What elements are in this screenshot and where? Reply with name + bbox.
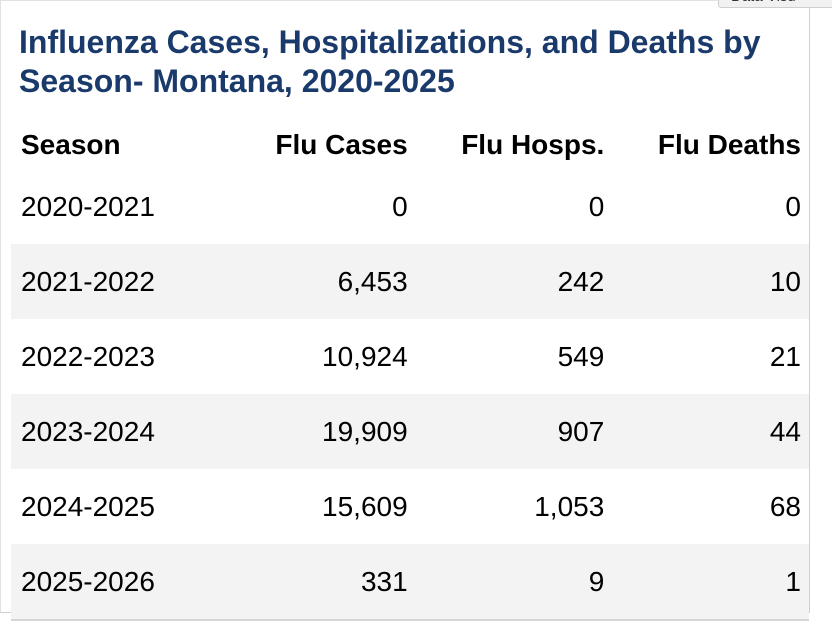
flu-deaths-cell: 0 bbox=[785, 190, 801, 222]
table-title: Influenza Cases, Hospitalizations, and D… bbox=[19, 24, 761, 99]
flu-deaths-cell: 44 bbox=[612, 394, 809, 469]
flu-hosps-cell: 9 bbox=[415, 544, 613, 621]
season-cell: 2024-2025 bbox=[21, 490, 155, 522]
flu-cases-cell: 10,924 bbox=[322, 340, 408, 372]
header-season[interactable]: Season bbox=[21, 129, 121, 160]
flu-hosps-cell: 1,053 bbox=[534, 490, 605, 522]
data-visualization-tab[interactable]: Data Visu bbox=[718, 0, 832, 8]
season-cell: 2023-2024 bbox=[11, 394, 219, 469]
flu-deaths-cell: 21 bbox=[769, 340, 801, 372]
table-row: 2020-2021 0 0 0 bbox=[11, 169, 809, 244]
header-flu-deaths[interactable]: Flu Deaths bbox=[657, 129, 801, 160]
season-cell: 2020-2021 bbox=[21, 190, 155, 222]
season-cell: 2022-2023 bbox=[21, 340, 155, 372]
table-row: 2024-2025 15,609 1,053 68 bbox=[11, 469, 809, 544]
table-row: 2023-2024 19,909 907 44 bbox=[11, 394, 809, 469]
flu-deaths-cell: 68 bbox=[769, 490, 801, 522]
season-cell: 2021-2022 bbox=[11, 244, 219, 319]
flu-hosps-cell: 0 bbox=[588, 190, 605, 222]
flu-cases-cell: 6,453 bbox=[219, 244, 416, 319]
season-cell: 2025-2026 bbox=[11, 544, 219, 621]
flu-cases-cell: 19,909 bbox=[219, 394, 416, 469]
header-flu-hosps[interactable]: Flu Hosps. bbox=[461, 129, 605, 160]
table-row: 2022-2023 10,924 549 21 bbox=[11, 319, 809, 394]
flu-hosps-cell: 907 bbox=[415, 394, 613, 469]
header-flu-cases[interactable]: Flu Cases bbox=[275, 129, 408, 160]
flu-deaths-cell: 1 bbox=[612, 544, 809, 621]
table-panel: Influenza Cases, Hospitalizations, and D… bbox=[0, 0, 810, 621]
flu-cases-cell: 15,609 bbox=[322, 490, 408, 522]
table-row: 2025-2026 331 9 1 bbox=[11, 544, 809, 621]
table-row: 2021-2022 6,453 242 10 bbox=[11, 244, 809, 319]
flu-hosps-cell: 549 bbox=[557, 340, 605, 372]
flu-cases-cell: 0 bbox=[392, 190, 408, 222]
header-row: Season Flu Cases Flu Hosps. Flu Deaths bbox=[11, 121, 809, 169]
flu-table: Season Flu Cases Flu Hosps. Flu Deaths 2… bbox=[11, 121, 809, 621]
flu-cases-cell: 331 bbox=[219, 544, 416, 621]
flu-hosps-cell: 242 bbox=[415, 244, 613, 319]
flu-deaths-cell: 10 bbox=[612, 244, 809, 319]
